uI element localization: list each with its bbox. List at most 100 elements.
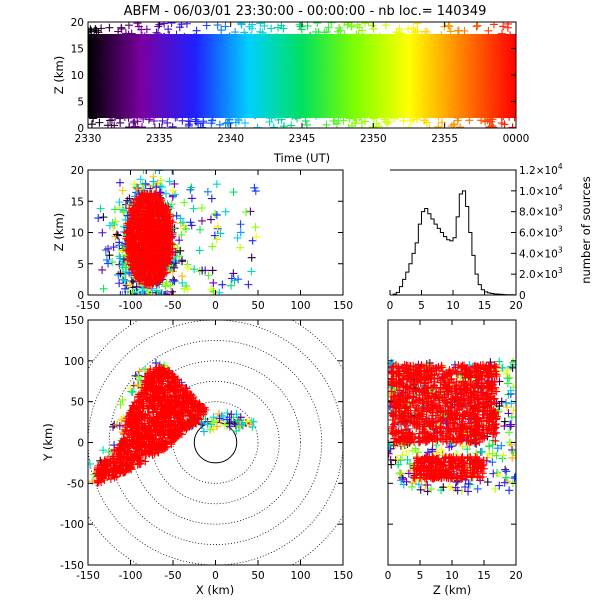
x-height-marker [251,187,260,196]
x-height-marker [111,217,120,226]
time-source-marker [490,35,499,44]
time-source-marker [329,67,338,76]
height-y-marker [478,447,487,456]
time-source-marker [491,58,500,67]
plan-marker [168,405,177,414]
plan-marker [110,473,119,482]
time-source-marker [454,113,463,122]
time-source-marker [260,96,269,105]
height-y-marker [419,379,428,388]
time-source-marker [445,73,454,82]
x-height-marker [213,222,222,231]
plan-marker [176,424,185,433]
height-y-marker [506,420,515,429]
height-y-marker [403,455,412,464]
height-y-marker [405,365,414,374]
time-source-marker [500,45,509,54]
x-height-marker [143,247,152,256]
x-tick-label: 0 [212,570,219,582]
height-y-marker [444,424,453,433]
time-source-marker [447,43,456,52]
x-height-marker [143,242,152,251]
time-source-marker [374,92,383,101]
time-source-marker [429,107,438,116]
plan-marker [133,414,142,423]
x-height-marker [161,291,170,295]
time-source-marker [213,37,222,46]
time-source-marker [164,25,173,34]
height-y-marker [510,474,516,483]
time-source-marker [329,67,338,76]
plan-marker [115,421,124,430]
time-source-marker [430,51,439,60]
time-source-marker [261,32,270,41]
x-tick-label: 15 [478,300,491,312]
plan-marker [126,463,135,472]
x-height-marker [105,221,114,230]
x-height-marker [146,193,155,202]
x-tick-label: -150 [76,300,100,312]
time-source-marker [327,22,336,27]
time-source-marker [390,37,399,46]
y-tick-label: 15 [71,196,84,208]
x-tick-label: -100 [119,300,143,312]
time-source-marker [272,94,281,103]
height-y-marker [409,369,418,378]
plan-marker [161,383,170,392]
plan-marker [97,477,106,486]
time-source-marker [221,109,230,118]
height-y-marker [457,433,466,442]
plan-marker [137,399,146,408]
time-source-marker [273,23,282,32]
time-source-marker [130,117,139,126]
height-y-marker [447,442,456,451]
height-y-marker [467,436,476,445]
height-y-marker [461,400,470,409]
time-source-marker [115,101,124,110]
x-height-marker [212,235,221,244]
x-height-marker [134,232,143,241]
x-height-marker [236,228,245,237]
x-height-marker [109,243,118,252]
x-height-marker [207,194,216,203]
x-height-marker [206,215,215,224]
x-tick-label: -150 [76,570,100,582]
x-height-marker [178,272,187,281]
height-y-marker [402,477,411,486]
time-source-marker [426,70,435,79]
x-height-marker [157,255,166,264]
height-y-marker [445,482,454,491]
x-height-marker [149,263,158,272]
height-y-marker [507,413,516,422]
time-source-marker [386,109,395,118]
time-source-marker [88,25,95,34]
height-y-marker [395,469,404,478]
plan-marker [165,377,174,386]
time-source-marker [320,28,329,37]
time-source-marker [406,109,415,118]
time-source-marker [490,45,499,54]
time-source-marker [105,23,114,32]
time-source-marker [493,63,502,72]
plan-marker [220,421,229,430]
height-y-marker [388,389,394,398]
x-height-marker [152,231,161,240]
time-source-marker [94,28,103,37]
height-y-marker [436,378,445,387]
time-source-marker [371,64,380,73]
plan-marker [128,388,137,397]
histogram-frame [390,169,517,296]
time-source-marker [158,116,167,125]
plan-marker [206,425,215,434]
plan-marker [121,425,130,434]
height-y-marker [450,419,459,428]
x-height-marker [168,240,177,249]
time-source-marker [172,30,181,39]
x-height-marker [197,204,206,213]
time-source-marker [165,31,174,40]
plan-marker [104,471,113,480]
height-y-marker [407,482,416,491]
time-source-marker [327,88,336,97]
range-ring [151,380,280,505]
time-source-marker [304,106,313,115]
